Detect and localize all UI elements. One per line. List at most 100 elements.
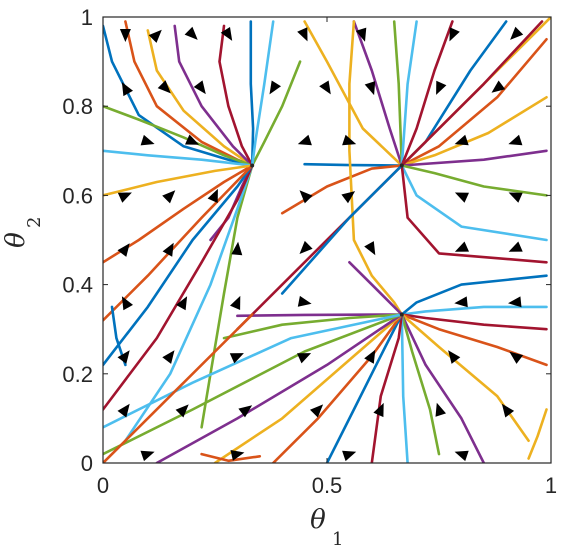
direction-arrow — [269, 80, 281, 95]
trajectory-line — [400, 20, 544, 167]
direction-arrow — [140, 450, 155, 462]
direction-arrow — [117, 192, 132, 203]
trajectory-line — [400, 38, 548, 167]
y-tick-label: 0.8 — [62, 94, 93, 119]
trajectory-line — [146, 29, 254, 167]
trajectory-line — [392, 20, 404, 167]
trajectory-line — [280, 164, 404, 295]
trajectory-line — [325, 313, 404, 463]
direction-arrow — [310, 404, 324, 418]
direction-arrow — [373, 402, 384, 418]
direction-arrow — [297, 27, 308, 42]
y-axis-label-symbol: θ — [1, 232, 31, 248]
direction-arrow — [162, 350, 175, 364]
direction-arrow — [341, 191, 356, 204]
direction-arrow — [454, 241, 469, 252]
y-axis-label-subscript: 2 — [24, 217, 45, 228]
direction-arrow — [140, 134, 155, 146]
trajectory-line — [103, 313, 404, 456]
trajectory-line — [236, 313, 404, 318]
trajectory-line — [124, 164, 254, 442]
trajectory-line — [200, 164, 254, 429]
y-tick-label: 0.4 — [62, 273, 93, 298]
direction-arrow — [184, 26, 198, 40]
trajectory-line — [400, 313, 486, 463]
fixed-point-layer — [250, 163, 404, 317]
y-tick-label: 1 — [81, 5, 93, 30]
direction-arrow — [299, 240, 313, 254]
direction-arrow — [436, 80, 447, 95]
trajectory-line — [103, 313, 254, 463]
trajectory-line — [271, 313, 404, 463]
trajectory-line — [103, 164, 254, 322]
direction-arrow — [175, 404, 189, 418]
trajectory-line — [400, 313, 530, 442]
direction-arrow — [508, 192, 523, 203]
fixed-point — [399, 312, 404, 317]
direction-arrow — [193, 80, 206, 95]
y-tick-label: 0.6 — [62, 183, 93, 208]
trajectory-line — [303, 20, 404, 167]
direction-arrow — [454, 296, 468, 308]
y-tick-label: 0 — [81, 451, 93, 476]
x-tick-label: 0.5 — [312, 473, 343, 498]
trajectory-line — [400, 305, 548, 316]
x-axis-label: θ 1 — [310, 505, 343, 550]
trajectory-line — [250, 60, 302, 167]
direction-arrow — [148, 29, 162, 43]
direction-arrow — [157, 80, 171, 94]
direction-arrow — [449, 27, 460, 42]
arrow-layer — [117, 26, 524, 462]
trajectory-line — [400, 164, 548, 197]
y-axis-label: θ 2 — [1, 217, 45, 248]
direction-arrow — [220, 27, 233, 41]
trajectory-line — [103, 104, 254, 167]
trajectory-line — [103, 149, 254, 167]
direction-arrow — [364, 349, 376, 364]
trajectory-line — [348, 20, 404, 316]
direction-arrow — [342, 450, 357, 462]
x-axis-label-subscript: 1 — [332, 529, 343, 550]
trajectory-line — [400, 313, 441, 456]
direction-arrow — [508, 296, 522, 308]
direction-arrow — [364, 81, 376, 96]
direction-arrow — [117, 350, 130, 364]
direction-arrow — [491, 80, 506, 93]
tick-layer: 0 0.5 1 0 0.2 0.4 0.6 0.8 1 — [62, 5, 557, 498]
direction-arrow — [162, 242, 174, 257]
direction-arrow — [207, 188, 218, 203]
trajectory-line — [249, 20, 255, 167]
direction-arrow — [176, 296, 188, 311]
direction-arrow — [297, 134, 312, 146]
direction-arrow — [342, 134, 357, 146]
direction-arrow — [230, 295, 241, 310]
x-tick-label: 1 — [545, 473, 557, 498]
fixed-point — [250, 163, 255, 168]
trajectory-line — [173, 24, 254, 167]
direction-arrow — [299, 190, 313, 204]
direction-arrow — [319, 80, 331, 95]
trajectory-line — [400, 164, 548, 242]
trajectory-line — [400, 20, 418, 167]
direction-arrow — [508, 134, 523, 146]
trajectory-line — [400, 164, 548, 264]
trajectory-line — [155, 313, 404, 463]
direction-arrow — [117, 243, 130, 257]
direction-arrow — [501, 403, 515, 418]
direction-arrow — [297, 295, 312, 307]
direction-arrow — [185, 134, 200, 145]
direction-arrow — [435, 402, 446, 417]
trajectory-line — [103, 313, 404, 429]
trajectory-line — [370, 313, 404, 463]
trajectory-line — [280, 164, 404, 215]
y-tick-label: 0.2 — [62, 362, 93, 387]
direction-arrow — [119, 29, 131, 42]
trajectory-line — [303, 162, 404, 167]
direction-arrow — [121, 82, 133, 97]
direction-arrow — [448, 350, 461, 364]
direction-arrow — [454, 134, 469, 146]
trajectory-line — [400, 149, 548, 167]
direction-arrow — [509, 351, 524, 364]
trajectory-line — [400, 313, 548, 367]
trajectory-line — [213, 313, 404, 463]
